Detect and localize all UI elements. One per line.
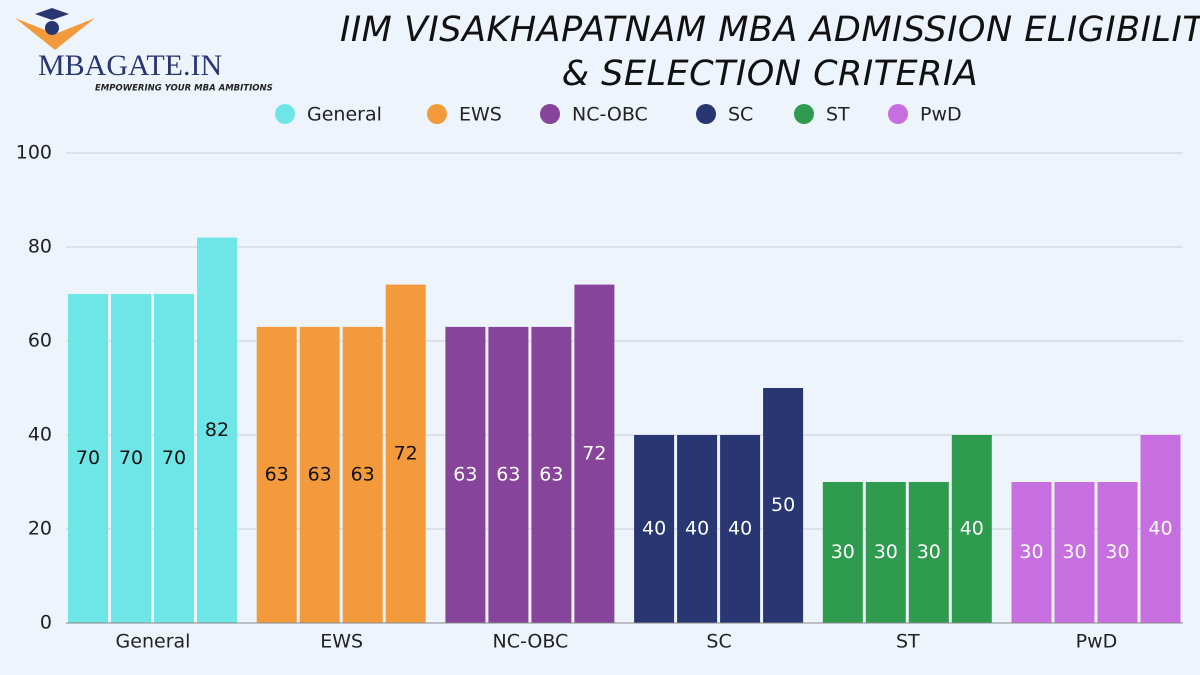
bar <box>154 294 194 623</box>
bar <box>342 326 383 623</box>
y-tick-label: 100 <box>16 142 52 164</box>
value-label: 63 <box>496 463 520 485</box>
value-label: 70 <box>162 447 186 469</box>
bar <box>574 284 615 623</box>
legend-marker <box>794 104 814 124</box>
value-label: 63 <box>308 463 332 485</box>
legend-marker <box>696 104 716 124</box>
bar <box>531 326 572 623</box>
bar <box>1054 482 1095 623</box>
value-label: 30 <box>1019 541 1043 563</box>
value-label: 40 <box>960 518 984 540</box>
bar <box>68 294 108 623</box>
legend-marker <box>427 104 447 124</box>
y-tick-label: 0 <box>40 612 52 634</box>
legend-label: PwD <box>920 104 962 126</box>
bar <box>256 326 297 623</box>
legend-label: General <box>307 104 382 126</box>
logo-cap <box>35 8 69 20</box>
bar <box>951 435 992 623</box>
value-label: 72 <box>582 442 606 464</box>
value-label: 50 <box>771 494 795 516</box>
y-tick-label: 20 <box>28 518 52 540</box>
legend-label: EWS <box>459 104 502 126</box>
x-tick-label: ST <box>896 631 920 653</box>
bar <box>908 482 949 623</box>
bar <box>720 435 761 623</box>
logo-name: MBAGATE.IN <box>38 49 222 82</box>
bar <box>197 237 237 623</box>
chart-title: IIM VISAKHAPATNAM MBA ADMISSION ELIGIBIL… <box>340 8 1200 96</box>
bar <box>822 482 863 623</box>
value-label: 40 <box>642 518 666 540</box>
bar <box>1011 482 1052 623</box>
y-tick-label: 60 <box>28 330 52 352</box>
legend-marker <box>888 104 908 124</box>
logo: MBAGATE.IN EMPOWERING YOUR MBA AMBITIONS <box>15 8 273 94</box>
value-label: 63 <box>539 463 563 485</box>
value-label: 82 <box>205 419 229 441</box>
title-line: & SELECTION CRITERIA <box>561 54 979 94</box>
value-label: 40 <box>728 518 752 540</box>
value-label: 63 <box>351 463 375 485</box>
value-label: 30 <box>1062 541 1086 563</box>
legend-marker <box>275 104 295 124</box>
x-tick-label: NC-OBC <box>493 631 569 653</box>
y-tick-label: 40 <box>28 424 52 446</box>
legend-label: ST <box>826 104 850 126</box>
value-label: 63 <box>265 463 289 485</box>
x-tick-label: PwD <box>1076 631 1118 653</box>
logo-head <box>45 21 59 35</box>
legend-marker <box>540 104 560 124</box>
bar <box>385 284 426 623</box>
bar <box>1140 435 1181 623</box>
bar <box>299 326 340 623</box>
x-tick-label: EWS <box>320 631 363 653</box>
value-label: 30 <box>831 541 855 563</box>
value-label: 72 <box>394 442 418 464</box>
bar <box>763 388 804 623</box>
x-tick-label: General <box>116 631 191 653</box>
bar <box>1097 482 1138 623</box>
value-label: 30 <box>1105 541 1129 563</box>
logo-tagline: EMPOWERING YOUR MBA AMBITIONS <box>95 84 273 94</box>
x-tick-label: SC <box>706 631 731 653</box>
value-label: 30 <box>917 541 941 563</box>
legend-label: NC-OBC <box>572 104 648 126</box>
value-label: 70 <box>76 447 100 469</box>
bar <box>488 326 529 623</box>
title-line: IIM VISAKHAPATNAM MBA ADMISSION ELIGIBIL… <box>340 10 1200 50</box>
bar <box>445 326 486 623</box>
value-label: 40 <box>685 518 709 540</box>
bar <box>677 435 718 623</box>
value-label: 63 <box>453 463 477 485</box>
value-label: 40 <box>1148 518 1172 540</box>
y-tick-label: 80 <box>28 236 52 258</box>
legend-label: SC <box>728 104 753 126</box>
bar <box>111 294 151 623</box>
value-label: 30 <box>874 541 898 563</box>
bar <box>634 435 675 623</box>
value-label: 70 <box>119 447 143 469</box>
bar <box>865 482 906 623</box>
